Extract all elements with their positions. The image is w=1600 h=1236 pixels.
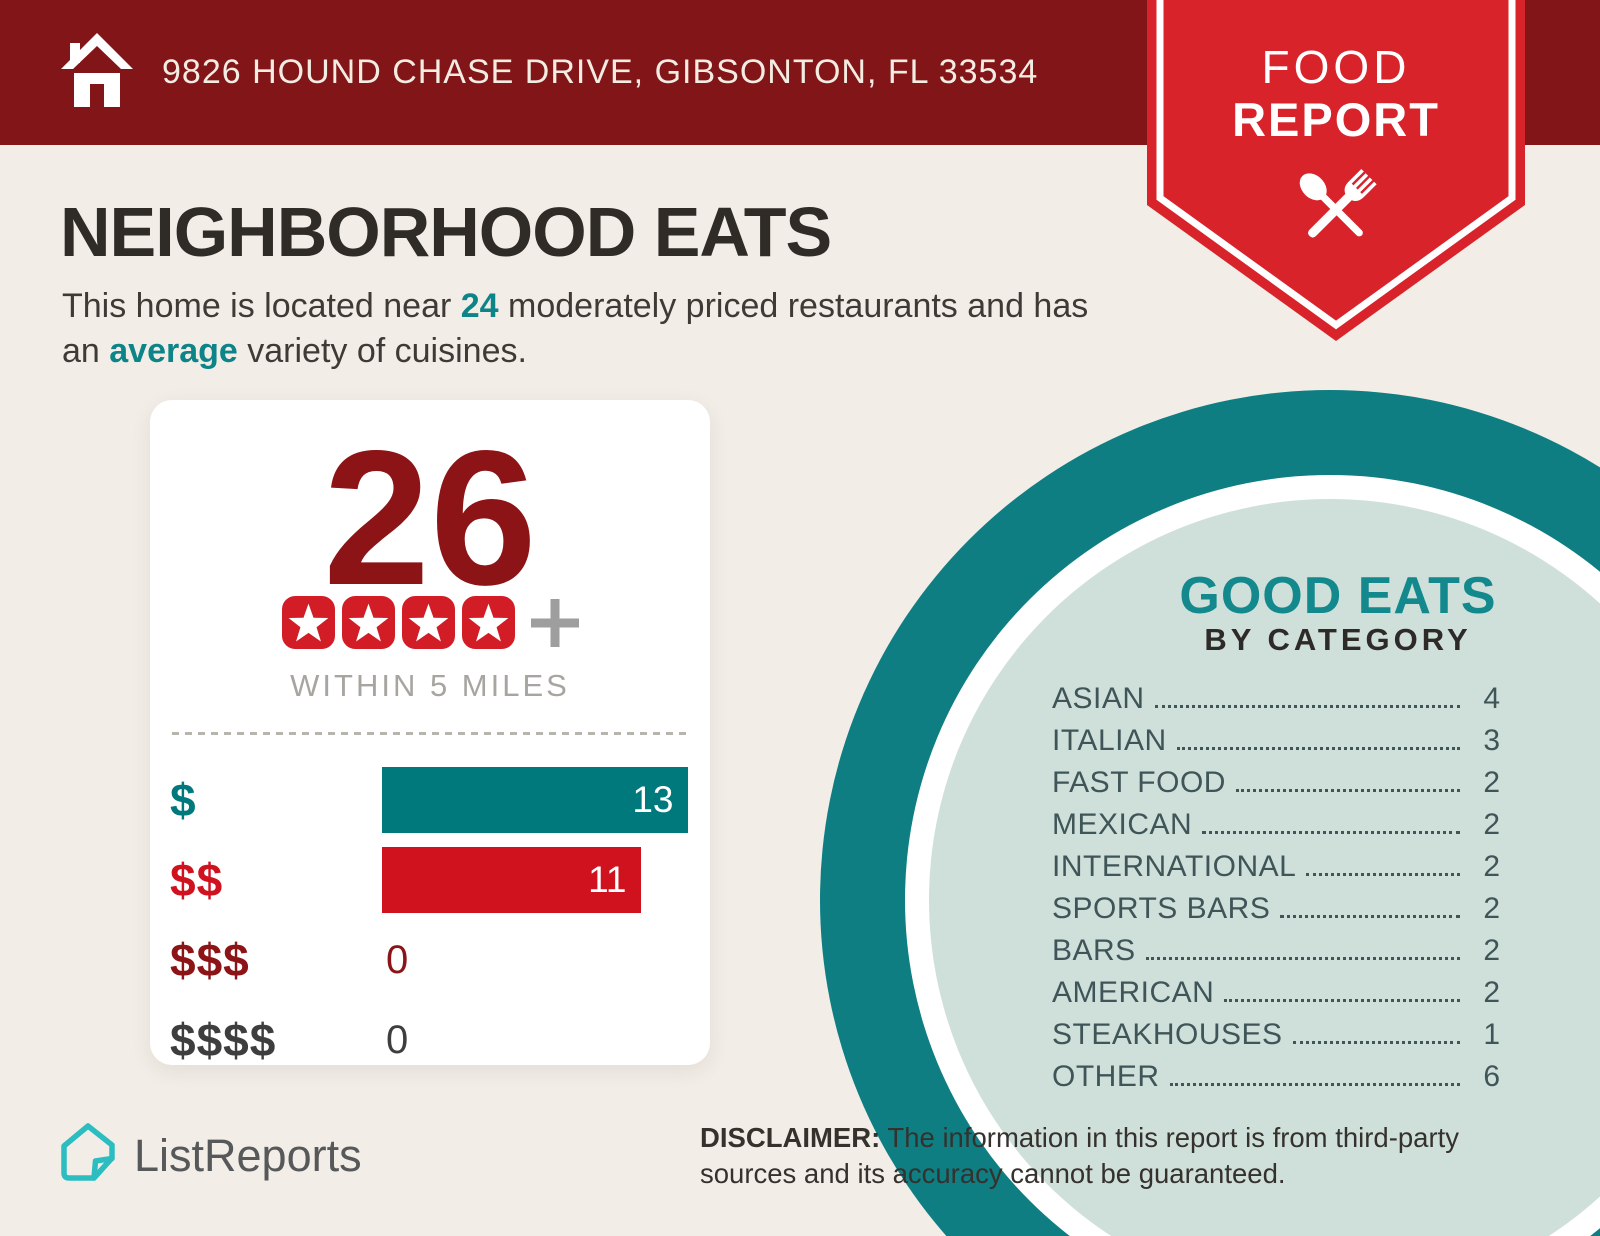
category-dotted-leader (1306, 873, 1460, 876)
restaurant-count: 26 (323, 410, 537, 625)
star-icon (281, 596, 335, 649)
price-tier-label: $$ (170, 854, 224, 906)
listreports-brand: ListReports (58, 1120, 362, 1191)
good-eats-title: GOOD EATS (1179, 567, 1497, 625)
price-tier-label: $ (170, 774, 197, 826)
category-row: SPORTS BARS 2 (1052, 886, 1500, 928)
category-dotted-leader (1176, 747, 1460, 750)
category-name: ITALIAN (1052, 724, 1167, 757)
category-row: ASIAN 4 (1052, 676, 1500, 718)
home-icon (58, 30, 136, 115)
category-count: 2 (1483, 766, 1500, 799)
intro-text-1: This home is located near (62, 287, 461, 325)
intro-variety-highlight: average (109, 332, 238, 370)
category-name: INTERNATIONAL (1052, 850, 1297, 883)
rating-stars (150, 596, 710, 649)
price-row: $$$ 0 (170, 920, 692, 1000)
dashed-divider (172, 732, 688, 735)
category-row: BARS 2 (1052, 928, 1500, 970)
disclaimer-label: DISCLAIMER: (700, 1122, 881, 1153)
category-row: ITALIAN 3 (1052, 718, 1500, 760)
category-name: ASIAN (1052, 682, 1145, 715)
price-row: $$ 11 (170, 840, 692, 920)
good-eats-circle-fill (929, 499, 1600, 1236)
price-rows: $13 $$ 11 $$$ 0 $$$$ 0 (170, 760, 692, 1080)
category-row: AMERICAN 2 (1052, 970, 1500, 1012)
category-dotted-leader (1235, 789, 1460, 792)
price-tier-label: $$$$ (170, 1014, 277, 1066)
price-bar-zone: 0 (382, 1018, 692, 1063)
price-bar-zone: 11 (382, 847, 692, 913)
category-dotted-leader (1292, 1041, 1460, 1044)
category-dotted-leader (1280, 915, 1460, 918)
star-icon (401, 596, 455, 649)
plus-icon (530, 598, 579, 647)
price-row: $$$$ 0 (170, 1000, 692, 1080)
restaurant-summary-card: 26 WITHIN 5 MILES $13 $$ 11 $$$ 0 $$$$ 0 (150, 400, 710, 1066)
price-bar-value: 11 (588, 859, 627, 900)
price-zero-value: 0 (386, 937, 409, 982)
category-row: MEXICAN 2 (1052, 802, 1500, 844)
price-bar-zone: 13 (382, 767, 692, 833)
page-title: NEIGHBORHOOD EATS (60, 193, 832, 271)
category-count: 6 (1483, 1060, 1500, 1093)
category-name: BARS (1052, 934, 1136, 967)
category-count: 2 (1483, 934, 1500, 967)
category-name: STEAKHOUSES (1052, 1018, 1283, 1051)
category-row: INTERNATIONAL 2 (1052, 844, 1500, 886)
spoon-fork-crossed-icon (1280, 150, 1392, 267)
price-bar-zone: 0 (382, 938, 692, 983)
category-name: MEXICAN (1052, 808, 1193, 841)
good-eats-subtitle: BY CATEGORY (1204, 622, 1472, 657)
intro-text-2: moderately priced restaurants and has an (62, 287, 1089, 370)
brand-name: ListReports (134, 1129, 362, 1181)
category-count: 2 (1483, 976, 1500, 1009)
property-address: 9826 HOUND CHASE DRIVE, GIBSONTON, FL 33… (162, 53, 1039, 91)
radius-label: WITHIN 5 MILES (290, 668, 570, 703)
category-count: 3 (1483, 724, 1500, 757)
price-row: $13 (170, 760, 692, 840)
disclaimer-text: The information in this report is from t… (700, 1122, 1460, 1189)
price-tier-label: $$$ (170, 934, 250, 986)
intro-text-3: variety of cuisines. (237, 332, 527, 370)
price-bar: 13 (382, 767, 688, 833)
category-count: 2 (1483, 850, 1500, 883)
listreports-house-page-icon (58, 1120, 118, 1191)
category-row: OTHER 6 (1052, 1054, 1500, 1096)
category-name: FAST FOOD (1052, 766, 1226, 799)
ribbon-title-line2: REPORT (1232, 93, 1440, 146)
category-dotted-leader (1202, 831, 1460, 834)
category-list: ASIAN 4 ITALIAN 3 FAST FOOD 2 MEXICAN 2 INTERNAT… (1052, 676, 1500, 1096)
header-content: 9826 HOUND CHASE DRIVE, GIBSONTON, FL 33… (58, 0, 1038, 145)
category-name: AMERICAN (1052, 976, 1215, 1009)
category-name: OTHER (1052, 1060, 1160, 1093)
category-name: SPORTS BARS (1052, 892, 1271, 925)
price-zero-value: 0 (386, 1017, 409, 1062)
category-count: 4 (1483, 682, 1500, 715)
category-dotted-leader (1169, 1083, 1460, 1086)
category-row: STEAKHOUSES 1 (1052, 1012, 1500, 1054)
category-count: 2 (1483, 892, 1500, 925)
category-dotted-leader (1154, 705, 1460, 708)
category-count: 1 (1483, 1018, 1500, 1051)
category-dotted-leader (1145, 957, 1460, 960)
category-row: FAST FOOD 2 (1052, 760, 1500, 802)
star-icon (461, 596, 515, 649)
ribbon-title-line1: FOOD (1261, 41, 1411, 93)
price-bar: 11 (382, 847, 641, 913)
price-bar-value: 13 (632, 779, 674, 820)
intro-paragraph: This home is located near 24 moderately … (62, 284, 1102, 374)
star-icon (341, 596, 395, 649)
food-report-ribbon: FOOD REPORT (1147, 0, 1525, 345)
intro-count-highlight: 24 (460, 287, 499, 325)
category-count: 2 (1483, 808, 1500, 841)
disclaimer: DISCLAIMER: The information in this repo… (700, 1120, 1520, 1192)
category-dotted-leader (1224, 999, 1460, 1002)
